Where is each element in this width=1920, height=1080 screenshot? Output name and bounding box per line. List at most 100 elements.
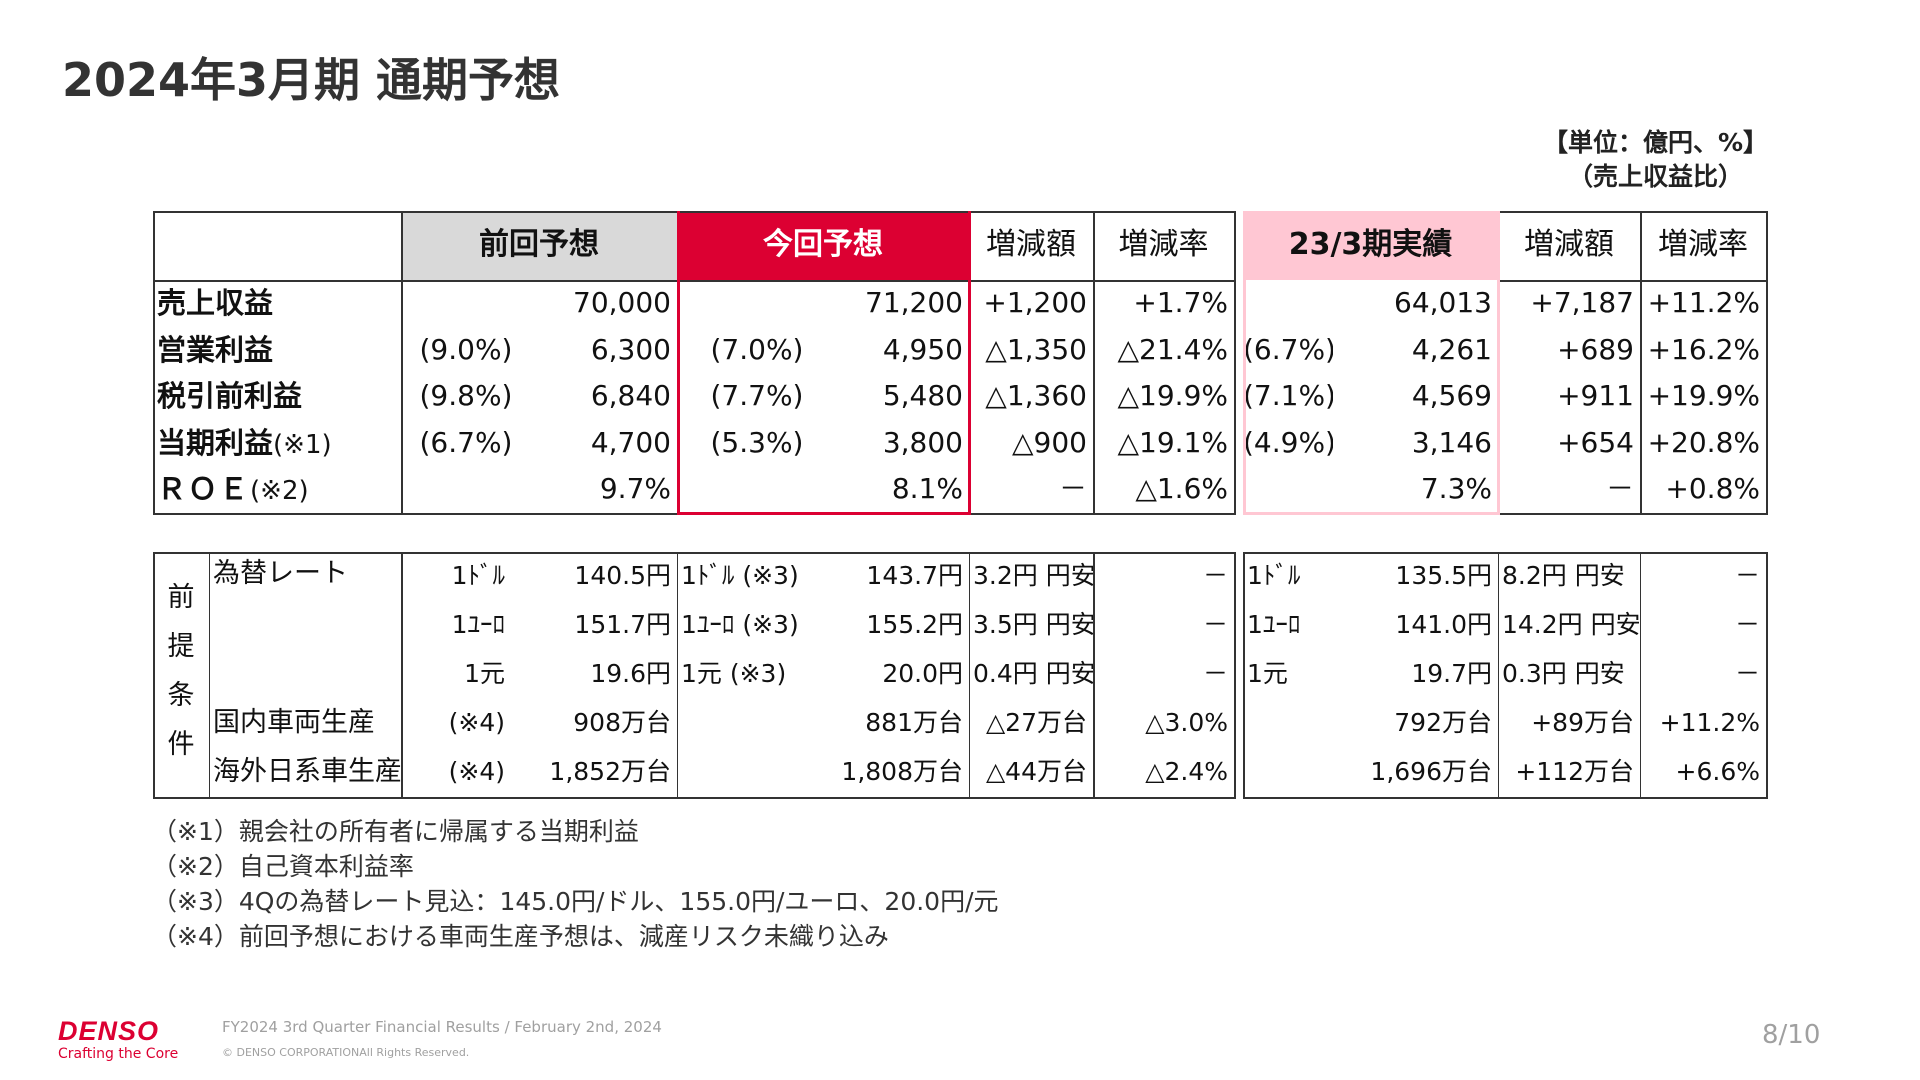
cell-diff-amt2: +7,187	[1530, 286, 1634, 319]
table-column-rule	[153, 211, 155, 515]
cell-act-unit	[1243, 699, 1343, 748]
cell-curr-ratio: (7.0%)	[710, 332, 804, 366]
cell-prev: 70,000	[573, 286, 671, 319]
cell-prev-ratio: (6.7%)	[419, 425, 513, 459]
cell-act: 19.7円	[1411, 659, 1492, 688]
unit-note-line1: 【単位：億円、%】	[1542, 128, 1768, 157]
footnote-2: （※2）自己資本利益率	[152, 852, 414, 881]
table-border-bottom	[1498, 513, 1768, 515]
logo-tagline: Crafting the Core	[58, 1046, 179, 1062]
cell-act: 135.5円	[1395, 561, 1492, 590]
cell-prev-unit: 1ﾕｰﾛ	[451, 610, 505, 639]
cell-act-unit: 1ﾄﾞﾙ	[1247, 561, 1301, 590]
cell-prev: 9.7%	[599, 472, 671, 506]
cell-diff-amt: △1,360	[985, 379, 1087, 413]
table-column-rule	[1093, 211, 1095, 515]
cell-curr: 71,200	[865, 286, 963, 319]
cell-diff-rate2: +11.2%	[1659, 708, 1760, 737]
row-label-text: 売上収益	[157, 286, 274, 320]
table-column-rule	[401, 211, 403, 515]
cell-act-ratio: (6.7%)	[1243, 332, 1333, 366]
cell-curr-ratio: (7.7%)	[710, 379, 804, 413]
cell-diff-amt2: 14.2円 円安	[1502, 610, 1640, 639]
cell-act-unit	[1243, 748, 1343, 797]
cell-act: 3,146	[1411, 425, 1492, 459]
table-column-rule	[401, 552, 403, 799]
cell-diff-rate2: +16.2%	[1647, 332, 1760, 366]
page-number: 8/10	[1762, 1020, 1821, 1050]
table-column-rule	[1766, 211, 1768, 515]
cell-diff-amt2: 0.3円 円安	[1502, 659, 1625, 688]
table-column-rule	[1766, 552, 1768, 799]
row-label: 売上収益	[157, 280, 399, 327]
header-diff-rate: 増減率	[1118, 227, 1209, 262]
cell-act: 792万台	[1394, 708, 1492, 737]
cell-curr-unit	[677, 748, 822, 797]
cell-prev-unit: (※4)	[448, 757, 505, 786]
cell-diff-rate: +1.7%	[1133, 286, 1228, 319]
copyright: © DENSO CORPORATIONAll Rights Reserved.	[222, 1046, 470, 1059]
table-column-rule	[1234, 552, 1236, 799]
cell-prev: 908万台	[573, 708, 671, 737]
table-column-rule	[1640, 211, 1642, 515]
header-prev-forecast: 前回予想	[479, 227, 599, 262]
cell-prev-unit: 1ﾄﾞﾙ	[451, 561, 505, 590]
cell-diff-amt: △27万台	[985, 708, 1087, 737]
cell-curr-unit: 1元 (※3)	[681, 659, 787, 688]
cell-diff-amt2: －	[1605, 472, 1634, 506]
cell-diff-rate: △19.1%	[1117, 425, 1228, 459]
header-bg-actual	[1243, 211, 1498, 280]
table-column-rule	[1234, 211, 1236, 515]
presentation-title: FY2024 3rd Quarter Financial Results / F…	[222, 1018, 662, 1036]
header-bg-prev	[401, 211, 677, 280]
cell-label: 海外日系車生産	[213, 756, 401, 787]
actual-frame	[1497, 211, 1500, 515]
cell-diff-amt: △900	[1012, 425, 1087, 459]
row-label: ＲＯＥ(※2)	[157, 466, 399, 513]
cell-diff-amt2: +654	[1557, 425, 1634, 459]
row-label: 税引前利益	[157, 373, 399, 420]
cell-diff-rate: △2.4%	[1145, 757, 1228, 786]
actual-frame	[1243, 211, 1246, 515]
cell-diff-rate2: +0.8%	[1665, 472, 1760, 506]
row-label-note: (※1)	[273, 429, 332, 460]
cell-act: 1,696万台	[1370, 757, 1492, 786]
cell-curr: 1,808万台	[841, 757, 963, 786]
cell-prev-ratio: (9.0%)	[419, 332, 513, 366]
cell-diff-rate: －	[1202, 561, 1228, 590]
table-column-rule	[677, 552, 678, 799]
premise-vertical-label-char: 条	[167, 680, 195, 711]
table-header-rule	[1498, 280, 1768, 282]
cell-label	[209, 650, 401, 699]
cell-act: 4,261	[1411, 332, 1492, 366]
table-column-rule	[153, 552, 155, 799]
premise-vertical-label-char: 件	[167, 729, 195, 760]
cell-diff-rate: －	[1202, 610, 1228, 639]
row-label-text: 税引前利益	[157, 379, 303, 414]
cell-diff-amt2: +89万台	[1531, 708, 1634, 737]
table-border-top	[153, 552, 1236, 554]
cell-curr: 881万台	[865, 708, 963, 737]
row-label: 営業利益	[157, 327, 399, 374]
row-label-note: (※2)	[250, 476, 309, 507]
cell-act-ratio: (7.1%)	[1243, 379, 1333, 413]
actual-frame	[1243, 512, 1500, 515]
cell-diff-amt2: 8.2円 円安	[1502, 561, 1625, 590]
footnote-3: （※3）4Qの為替レート見込：145.0円/ドル、155.0円/ユーロ、20.0…	[152, 887, 999, 916]
cell-diff-amt: △1,350	[985, 332, 1087, 366]
cell-diff-rate: △19.9%	[1117, 379, 1228, 413]
cell-prev: 4,700	[590, 425, 671, 459]
cell-diff-amt: 0.4円 円安	[973, 659, 1093, 688]
cell-diff-amt2: +112万台	[1515, 757, 1634, 786]
premise-vertical-label-char: 提	[167, 631, 195, 662]
cell-diff-rate2: －	[1734, 659, 1760, 688]
cell-prev: 151.7円	[574, 610, 671, 639]
cell-prev-unit: (※4)	[448, 708, 505, 737]
table-column-rule	[1640, 552, 1641, 799]
header-fy23-actual: 23/3期実績	[1288, 227, 1453, 262]
header-diff-rate-vs-actual: 増減率	[1658, 227, 1748, 262]
cell-act: 64,013	[1394, 286, 1492, 319]
cell-act-unit: 1ﾕｰﾛ	[1247, 610, 1301, 639]
cell-diff-amt: △44万台	[985, 757, 1087, 786]
row-label-text: 営業利益	[157, 332, 274, 367]
